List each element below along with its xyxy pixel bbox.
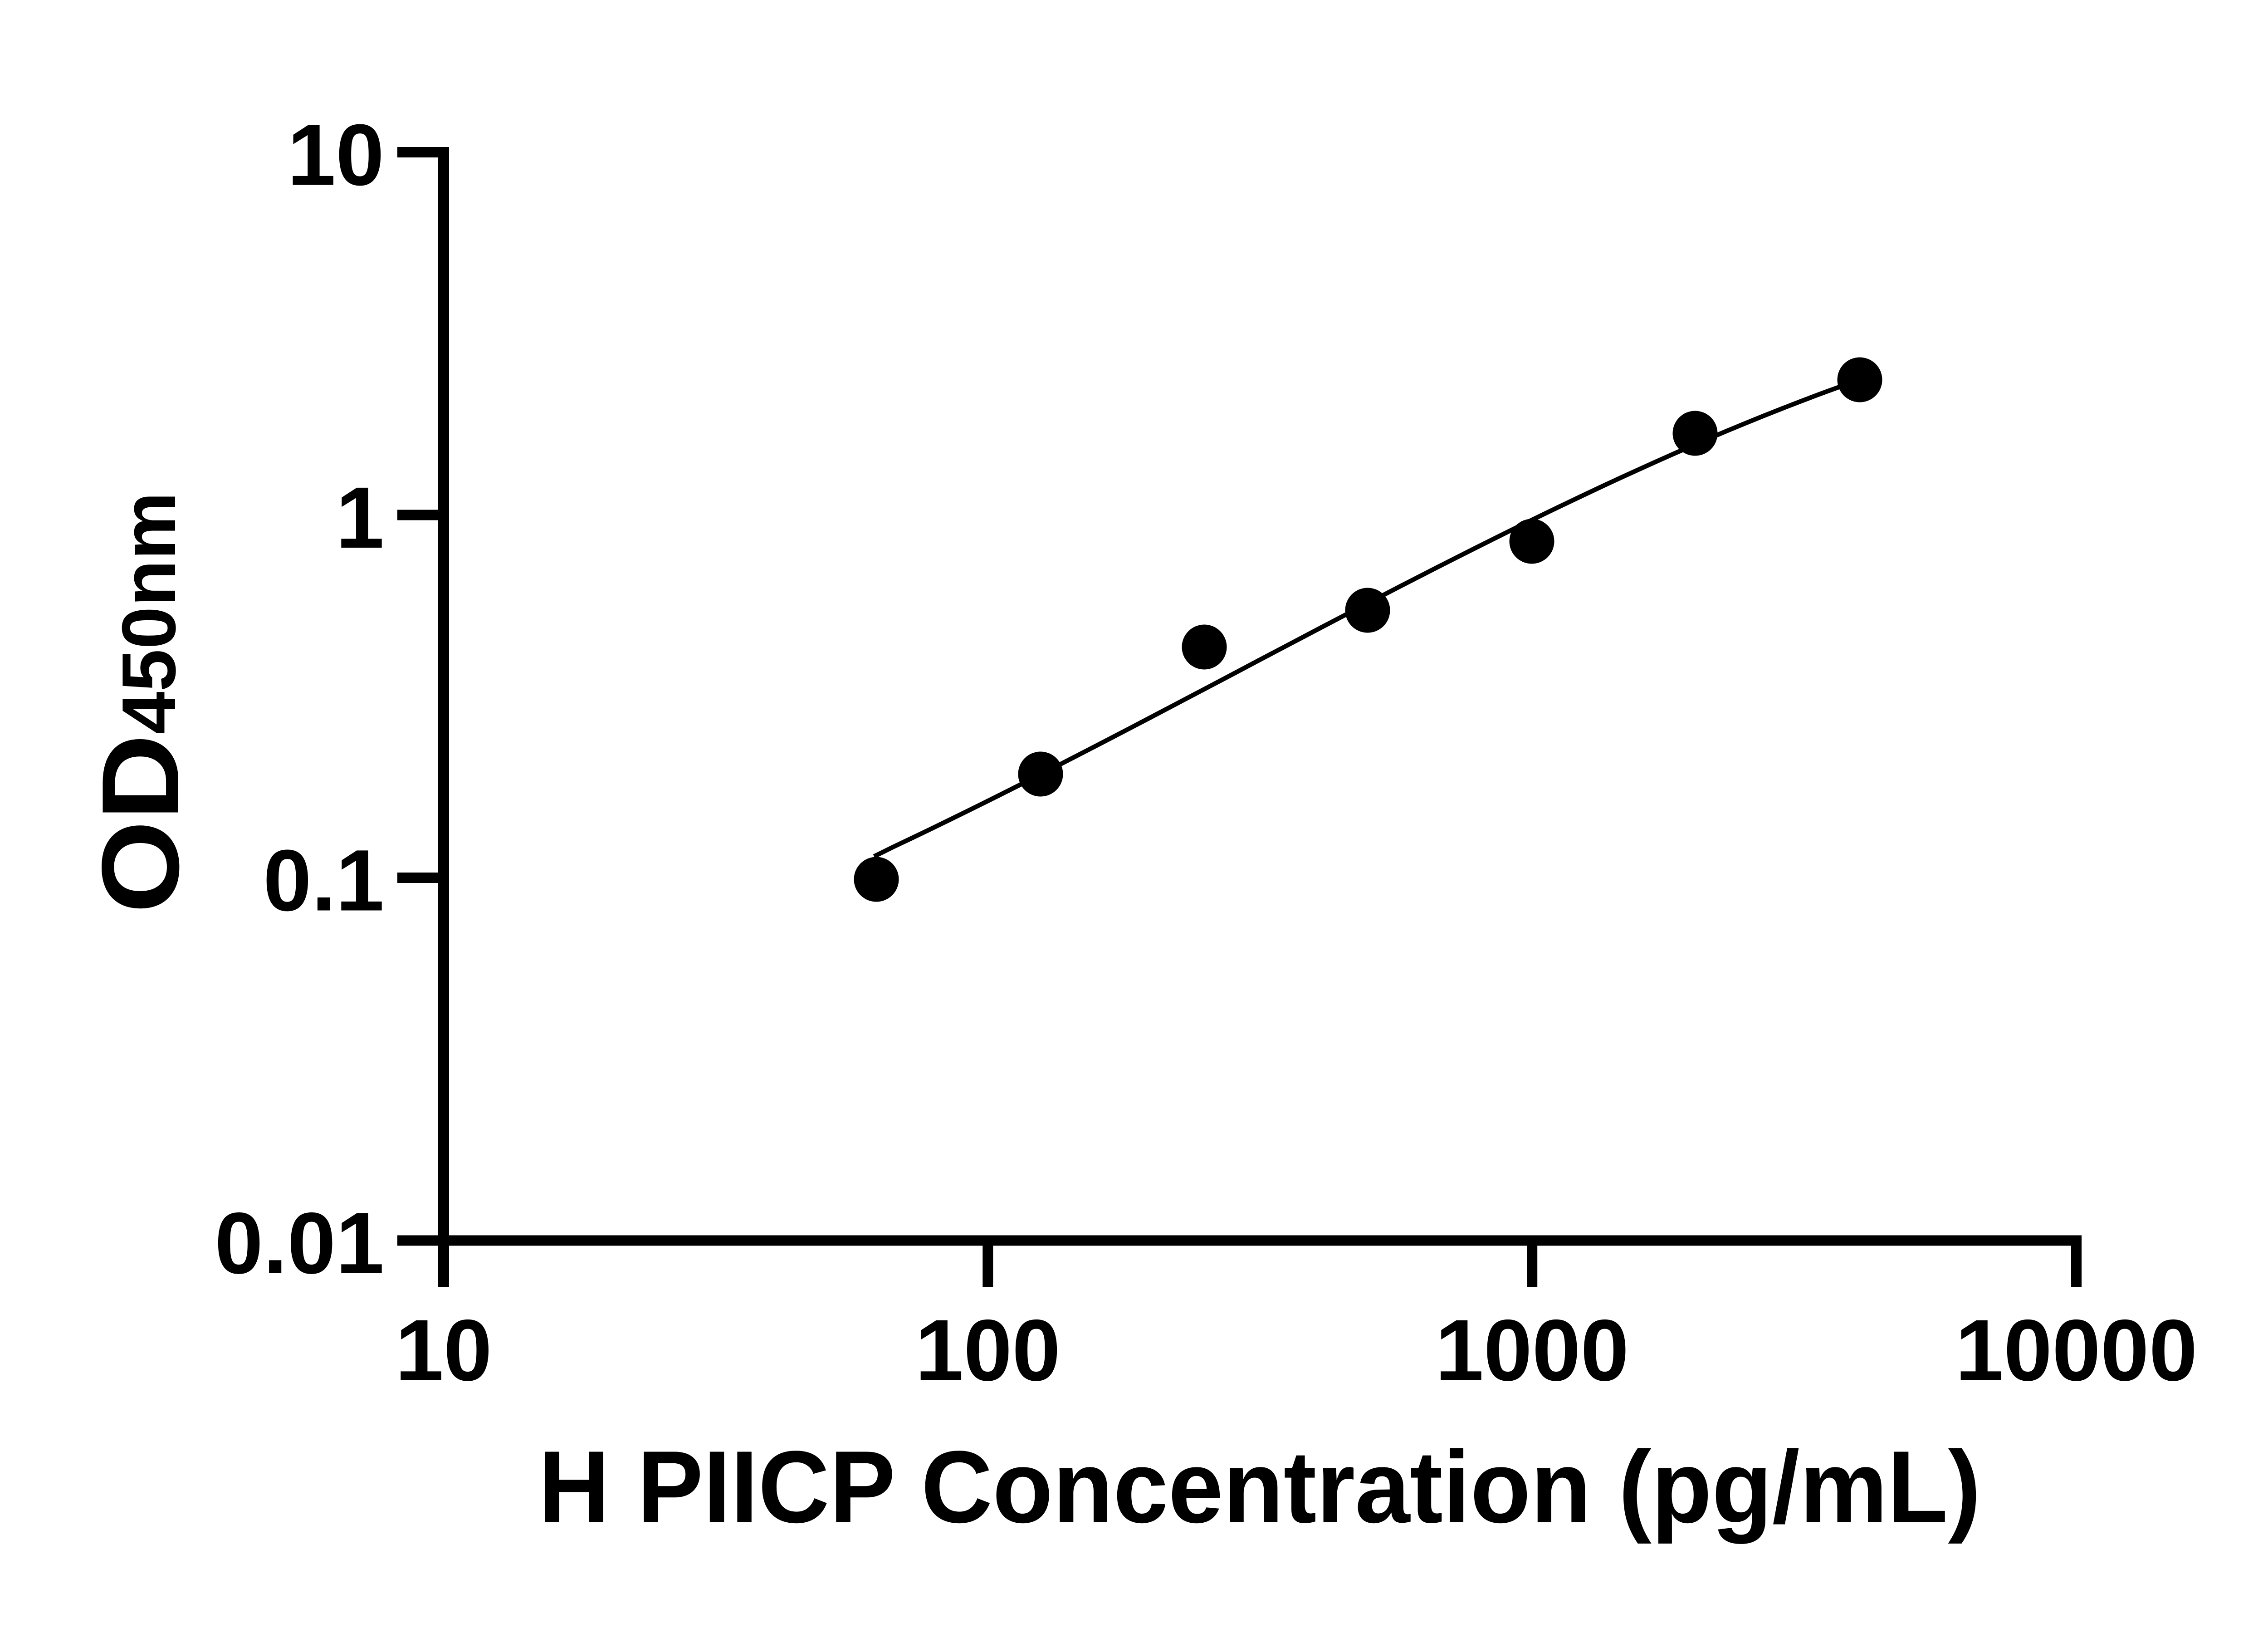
svg-text:450nm: 450nm [106,492,191,734]
svg-text:0.01: 0.01 [215,1194,384,1292]
svg-text:OD: OD [79,734,202,913]
svg-text:10: 10 [287,106,384,204]
svg-text:1000: 1000 [1435,1301,1629,1399]
svg-text:100: 100 [915,1301,1061,1399]
svg-text:10: 10 [395,1301,492,1399]
svg-text:10000: 10000 [1955,1301,2198,1399]
svg-text:1: 1 [336,469,384,566]
svg-text:0.1: 0.1 [263,832,384,929]
svg-text:H PIICP Concentration (pg/mL): H PIICP Concentration (pg/mL) [538,1429,1981,1544]
